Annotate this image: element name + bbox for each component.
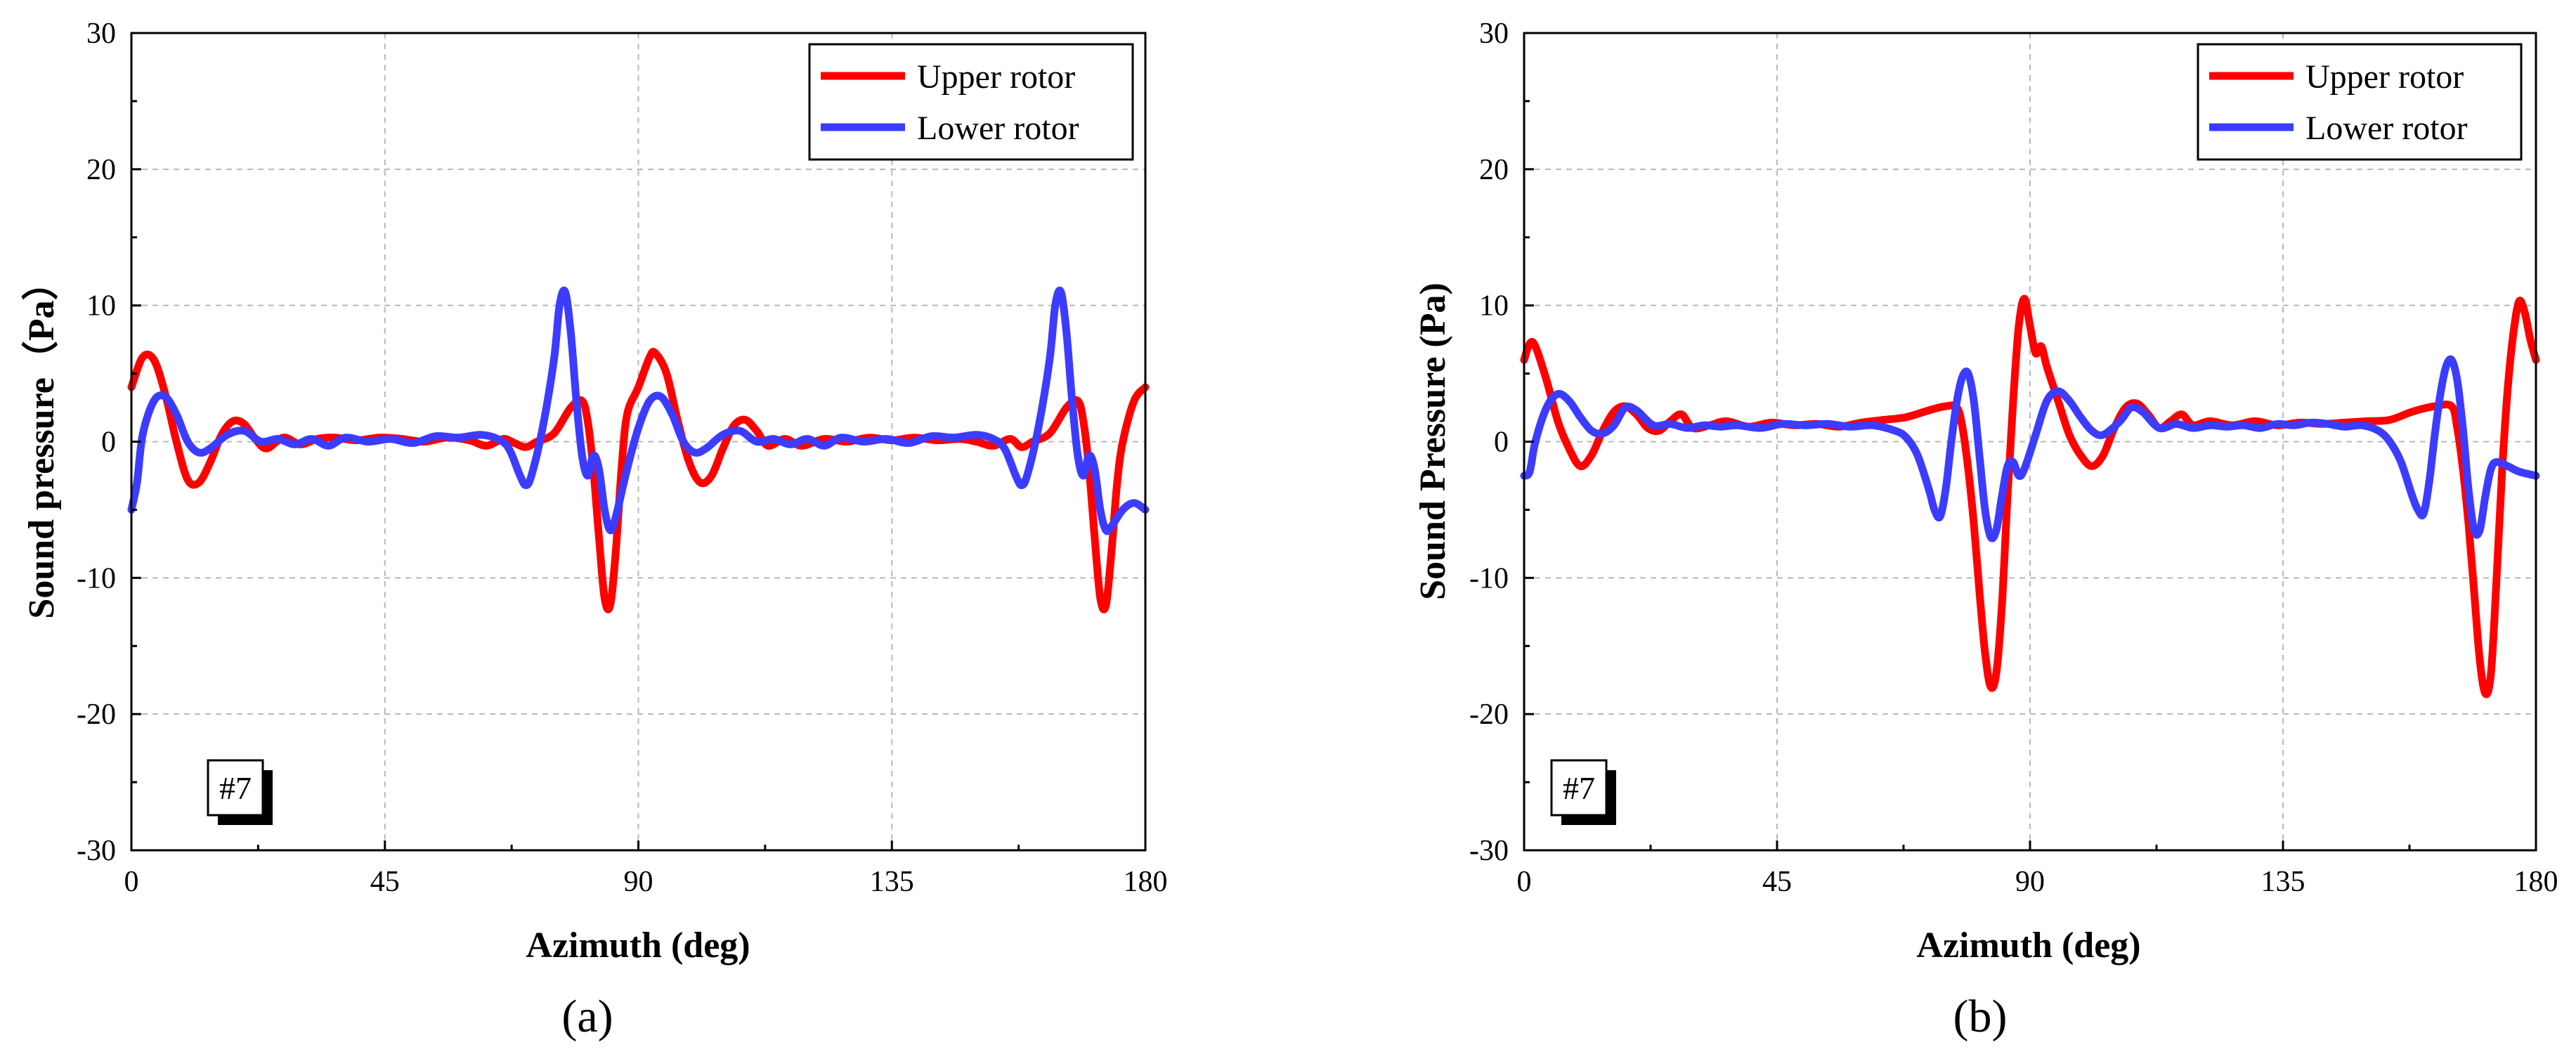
x-tick-label-b: 180 xyxy=(2514,866,2558,898)
x-tick-label-b: 45 xyxy=(1762,866,1792,898)
ticks-a: 0 45 90 135 180 30 20 10 0 -10 -20 -30 xyxy=(77,18,1168,898)
y-tick-label-b: -10 xyxy=(1469,562,1509,595)
badge-label-a: #7 xyxy=(219,770,252,806)
y-tick-label-b: 30 xyxy=(1479,18,1509,50)
y-tick-label-a: 30 xyxy=(86,18,116,50)
x-tick-label-b: 0 xyxy=(1517,866,1532,898)
x-axis-title-a: Azimuth (deg) xyxy=(526,925,750,966)
y-tick-label-a: 0 xyxy=(101,427,116,459)
x-tick-label-a: 45 xyxy=(370,866,400,898)
y-tick-label-a: -30 xyxy=(77,835,116,867)
lower-rotor-line-b xyxy=(1520,355,2540,543)
lower-rotor-line-a xyxy=(127,286,1150,535)
series-b xyxy=(1520,294,2540,699)
legend-a: Upper rotor Lower rotor xyxy=(808,43,1134,161)
badge-a: #7 xyxy=(207,759,273,825)
x-tick-label-a: 90 xyxy=(624,866,653,898)
y-tick-label-a: 10 xyxy=(86,290,116,323)
badge-b: #7 xyxy=(1550,759,1616,825)
x-tick-label-a: 180 xyxy=(1124,866,1168,898)
legend-label-lower-b: Lower rotor xyxy=(2305,110,2468,147)
x-tick-label-a: 135 xyxy=(870,866,914,898)
y-axis-title-b: Sound Pressure (Pa) xyxy=(1413,282,1453,600)
ticks-b: 0 45 90 135 180 30 20 10 0 -10 -20 -30 xyxy=(1469,18,2558,898)
panel-label-a: (a) xyxy=(561,991,613,1042)
y-tick-label-a: -10 xyxy=(77,562,116,595)
x-tick-label-b: 135 xyxy=(2261,866,2305,898)
y-tick-label-b: -20 xyxy=(1469,699,1509,731)
x-tick-label-a: 0 xyxy=(124,866,139,898)
y-axis-title-a: Sound pressure（Pa） xyxy=(21,264,62,618)
legend-label-lower-a: Lower rotor xyxy=(917,110,1079,147)
y-tick-label-b: 0 xyxy=(1494,427,1509,459)
badge-box-a xyxy=(207,759,264,817)
series-a xyxy=(127,286,1150,613)
x-axis-title-b: Azimuth (deg) xyxy=(1916,925,2140,966)
legend-label-upper-a: Upper rotor xyxy=(917,58,1075,96)
panel-a: 0 45 90 135 180 30 20 10 0 -10 -20 -30 Azimuth (deg… xyxy=(21,18,1168,1042)
legend-b: Upper rotor Lower rotor xyxy=(2197,43,2523,161)
legend-label-upper-b: Upper rotor xyxy=(2305,58,2464,96)
y-tick-label-a: -20 xyxy=(77,699,116,731)
y-tick-label-b: 20 xyxy=(1479,154,1509,186)
y-tick-label-a: 20 xyxy=(86,154,116,186)
x-tick-label-b: 90 xyxy=(2015,866,2045,898)
badge-label-b: #7 xyxy=(1563,770,1595,806)
badge-box-b xyxy=(1550,759,1608,817)
legend-box-b xyxy=(2197,43,2523,161)
legend-box-a xyxy=(808,43,1134,161)
y-tick-label-b: 10 xyxy=(1479,290,1509,323)
panel-b: 0 45 90 135 180 30 20 10 0 -10 -20 -30 Azimuth (deg… xyxy=(1413,18,2558,1042)
y-tick-label-b: -30 xyxy=(1469,835,1509,867)
panel-label-b: (b) xyxy=(1953,991,2008,1042)
